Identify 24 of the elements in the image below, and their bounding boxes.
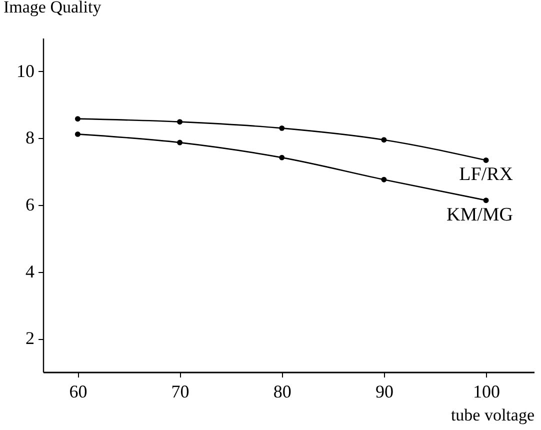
y-tick-label: 2 bbox=[26, 328, 34, 348]
x-tick-label: 80 bbox=[273, 382, 292, 402]
point bbox=[177, 140, 183, 146]
point bbox=[74, 116, 80, 122]
y-tick-label: 8 bbox=[26, 128, 34, 148]
y-axis-title: Image Quality bbox=[4, 0, 102, 16]
point bbox=[279, 125, 285, 131]
point bbox=[381, 137, 387, 143]
point bbox=[177, 119, 183, 125]
y-tick-label: 6 bbox=[26, 194, 34, 214]
point bbox=[483, 198, 489, 204]
point bbox=[483, 158, 489, 163]
x-axis-title: tube voltage bbox=[450, 406, 534, 424]
series-label: KM/MG bbox=[446, 204, 514, 226]
point bbox=[74, 131, 80, 137]
x-tick-label: 100 bbox=[473, 382, 500, 402]
point bbox=[279, 154, 285, 160]
y-tick-label: 4 bbox=[26, 261, 34, 282]
point bbox=[381, 176, 387, 182]
x-tick-label: 60 bbox=[69, 382, 88, 402]
y-tick-label: 10 bbox=[16, 60, 34, 81]
series-label: LF/RX bbox=[459, 164, 514, 186]
x-tick-label: 90 bbox=[375, 382, 394, 402]
x-tick-label: 70 bbox=[171, 382, 190, 402]
